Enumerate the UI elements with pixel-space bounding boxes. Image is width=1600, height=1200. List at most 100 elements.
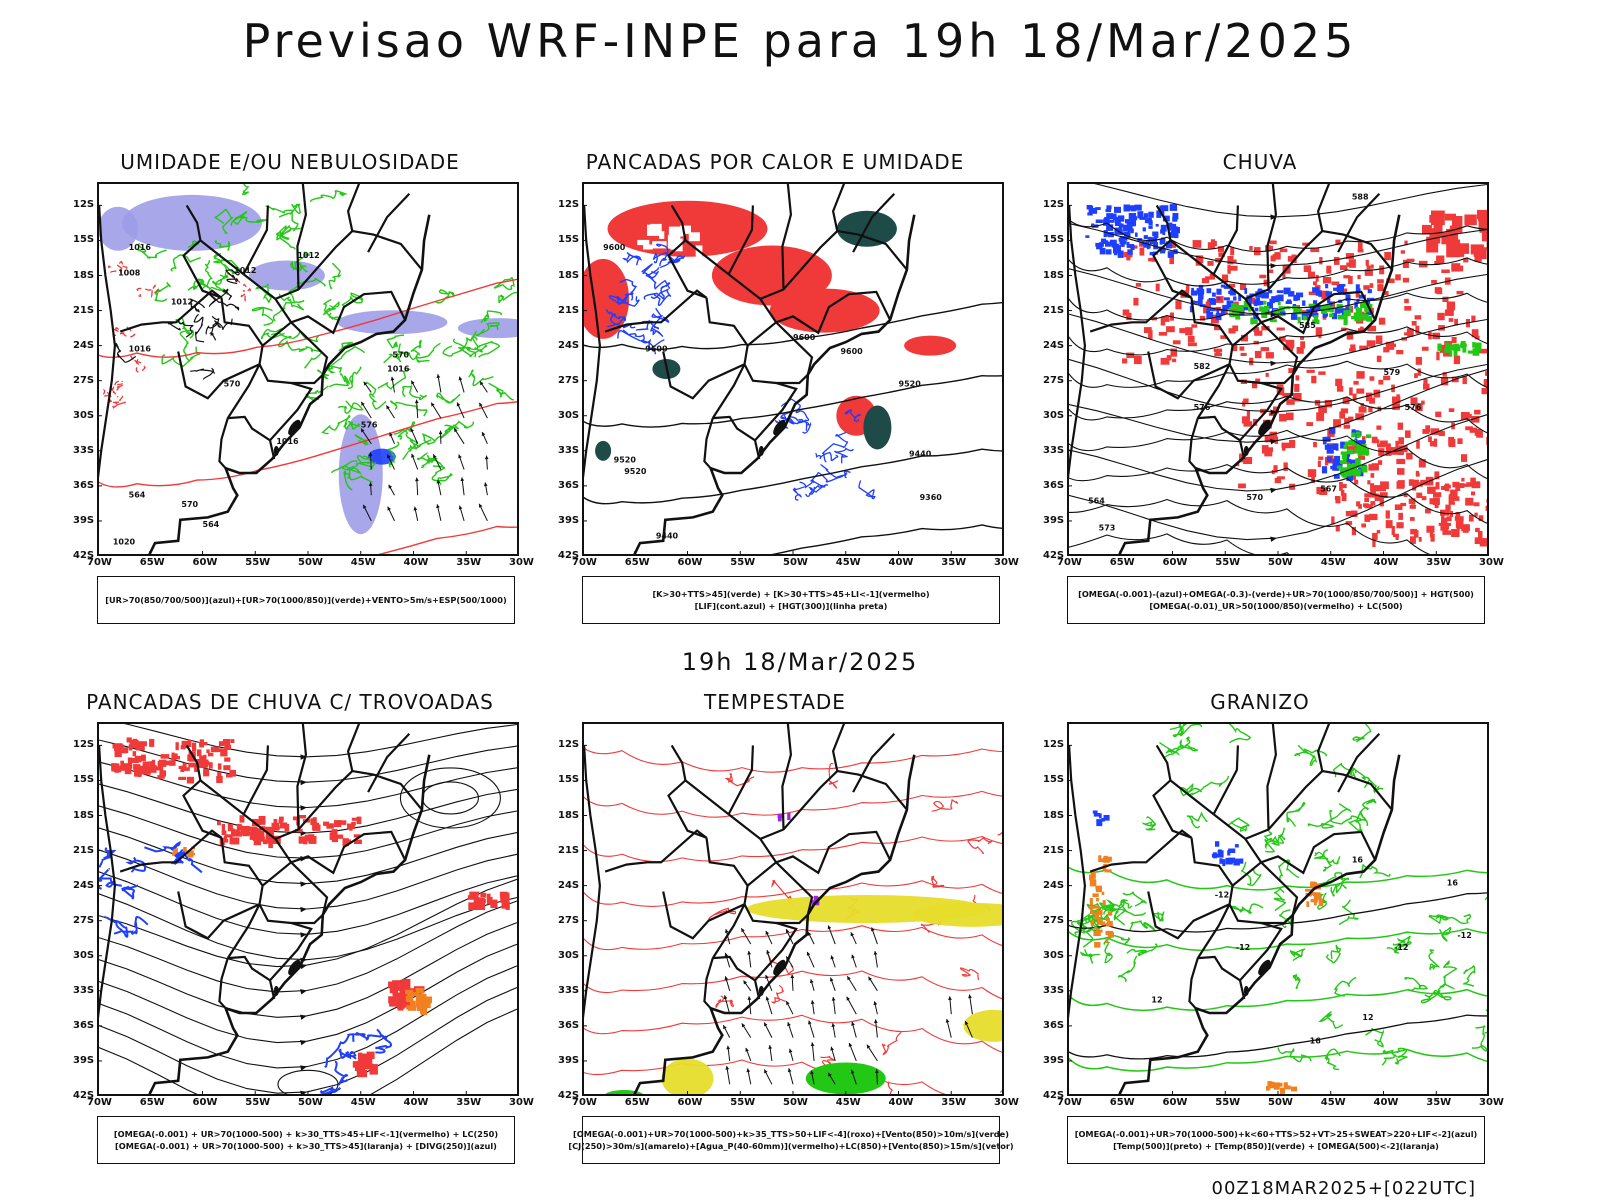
low-humidity-contour	[137, 243, 167, 260]
temp-850-contour	[1428, 949, 1440, 971]
map-border-line	[1147, 351, 1230, 400]
rain-blue	[1315, 290, 1320, 296]
hail-blue	[1227, 850, 1231, 856]
wind-vector-head	[810, 1000, 815, 1004]
thickness-contour	[130, 355, 146, 373]
rain-red	[1370, 501, 1376, 506]
rain-green	[1329, 313, 1334, 318]
rain-blue	[1358, 294, 1366, 299]
rain-red	[1451, 337, 1457, 343]
rain-red	[1452, 218, 1459, 233]
lon-label: 50W	[1268, 557, 1293, 568]
temp-850-contour	[1393, 940, 1412, 954]
rain-red	[1335, 378, 1343, 386]
streamline	[97, 1008, 518, 1096]
rain-red	[1427, 479, 1433, 485]
rain-blue	[1295, 295, 1300, 301]
low-level-contour	[582, 1059, 985, 1096]
rain-red	[1207, 260, 1214, 266]
rain-red	[1376, 530, 1381, 534]
precipitable-water-contour	[881, 1031, 902, 1056]
storm-red	[178, 776, 186, 780]
lifted-index-contour	[820, 463, 851, 479]
rain-blue	[1120, 236, 1128, 241]
storm-red	[222, 739, 230, 746]
rain-green	[1353, 469, 1361, 475]
map-border-line	[759, 298, 814, 376]
omega-orange	[1279, 1087, 1285, 1094]
storm-orange	[422, 996, 432, 1004]
omega-orange	[1103, 855, 1108, 860]
temp-850-contour	[1365, 1027, 1384, 1048]
jet-stream-area	[661, 1058, 714, 1096]
map-border-line	[1147, 891, 1230, 940]
lat-label: 39S	[1043, 514, 1065, 526]
temp-850-line	[1067, 988, 1489, 1012]
contour-label: 1016	[387, 364, 410, 373]
rain-red	[1366, 340, 1376, 347]
rain-red	[1400, 502, 1407, 507]
hail-blue	[1228, 848, 1236, 853]
storm-red	[171, 752, 175, 762]
rain-red	[1369, 397, 1375, 404]
storm-orange	[183, 847, 187, 854]
lat-label: 15S	[1043, 774, 1065, 786]
rain-red	[1139, 247, 1145, 256]
pressure-contour	[225, 269, 240, 285]
wind-vector-head	[745, 1047, 749, 1052]
map-layers: 1012101210121016101610161016100810205705…	[97, 182, 519, 556]
upper-humidity-area	[337, 310, 448, 335]
rain-red	[1270, 255, 1276, 262]
rain-red	[1144, 327, 1152, 334]
map-lagoon	[758, 985, 764, 996]
rain-red	[1364, 514, 1371, 522]
lon-label: 70W	[1057, 1097, 1082, 1108]
wind-vector-head	[851, 954, 855, 959]
rain-blue	[1217, 296, 1221, 301]
wind-vector-head	[361, 401, 365, 406]
storm-red	[151, 759, 156, 767]
storm-red	[155, 766, 161, 771]
storm-red	[227, 824, 233, 832]
rain-blue	[1336, 284, 1344, 293]
map-area	[97, 722, 519, 1096]
divergence-contour	[144, 840, 181, 853]
map-border-line	[1188, 957, 1199, 1010]
rain-green	[1231, 303, 1238, 309]
height-300-contour	[582, 448, 1004, 505]
storm-red	[310, 818, 315, 825]
rain-red	[1318, 405, 1327, 413]
lon-label: 55W	[1215, 557, 1241, 568]
lat-label: 21S	[73, 304, 95, 316]
contour-label: 9440	[909, 450, 932, 459]
rain-red	[1442, 296, 1449, 302]
wind-vector-head	[414, 399, 419, 404]
rain-red	[1363, 503, 1369, 507]
storm-red	[278, 816, 284, 822]
omega-orange	[1093, 931, 1101, 936]
rain-blue	[1086, 205, 1092, 210]
height-500-contour	[1067, 217, 1489, 253]
lifted-index-contour	[606, 313, 627, 328]
temp-850-contour	[1334, 977, 1357, 997]
rain-red	[1410, 498, 1416, 505]
lon-label: 65W	[624, 1097, 650, 1108]
rain-green	[1364, 305, 1370, 313]
rain-blue	[1156, 210, 1162, 218]
streamline-arrow	[300, 881, 307, 887]
thickness-contour	[136, 284, 160, 298]
rain-red	[1454, 243, 1469, 254]
height-500-contour	[1067, 464, 1489, 525]
rain-red	[1126, 352, 1135, 358]
storm-red	[308, 836, 317, 844]
rain-red	[1404, 306, 1412, 311]
rain-blue	[1340, 441, 1346, 449]
wind-vector-head	[873, 1001, 878, 1006]
contour-label: 570	[181, 500, 198, 509]
run-time-footer: 00Z18MAR2025+[022UTC]	[1211, 1178, 1476, 1199]
rain-red	[1340, 408, 1349, 414]
low-humidity-contour	[330, 461, 370, 474]
map-border-line	[218, 957, 229, 1010]
storm-red	[403, 1000, 414, 1008]
map-border-line	[667, 744, 707, 839]
